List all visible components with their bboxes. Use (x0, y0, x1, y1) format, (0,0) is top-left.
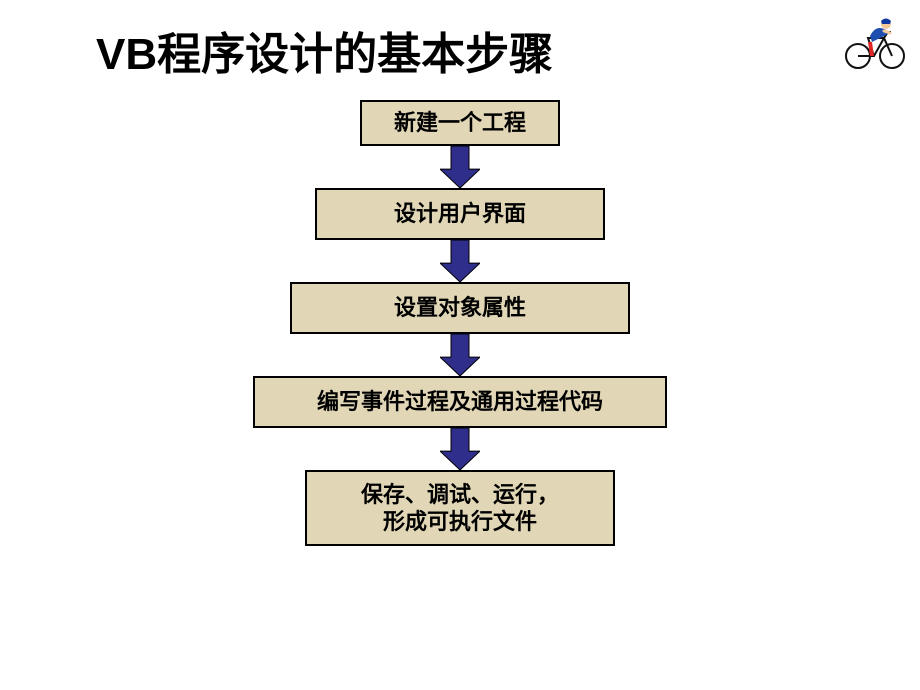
flow-arrow-2 (440, 240, 480, 282)
flow-step-1: 新建一个工程 (360, 100, 560, 146)
cyclist-icon (840, 8, 910, 70)
page-title: VB程序设计的基本步骤 (96, 18, 553, 82)
flow-arrow-1 (440, 146, 480, 188)
flow-arrow-4 (440, 428, 480, 470)
flow-arrow-3 (440, 334, 480, 376)
flowchart: 新建一个工程设计用户界面设置对象属性编写事件过程及通用过程代码保存、调试、运行，… (0, 100, 920, 546)
flow-step-5: 保存、调试、运行， 形成可执行文件 (305, 470, 615, 546)
flow-step-3: 设置对象属性 (290, 282, 630, 334)
flow-step-2: 设计用户界面 (315, 188, 605, 240)
flow-step-4: 编写事件过程及通用过程代码 (253, 376, 667, 428)
